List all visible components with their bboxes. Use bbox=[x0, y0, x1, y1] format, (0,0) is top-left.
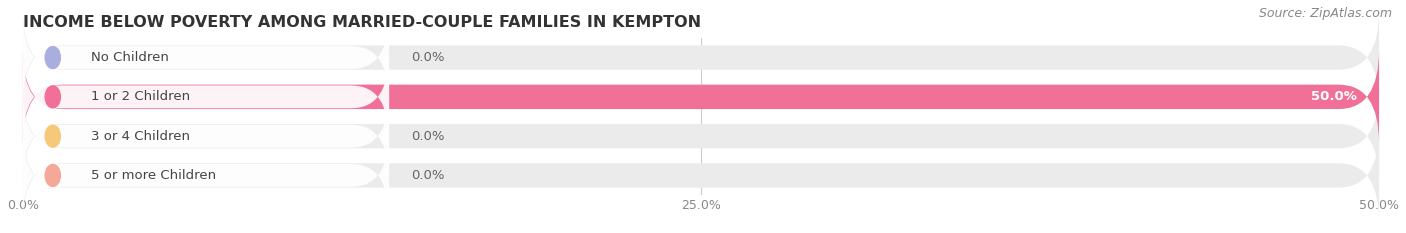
Circle shape bbox=[45, 125, 60, 147]
Circle shape bbox=[45, 47, 60, 69]
FancyBboxPatch shape bbox=[22, 11, 1379, 104]
Text: 0.0%: 0.0% bbox=[411, 51, 444, 64]
FancyBboxPatch shape bbox=[22, 50, 1379, 144]
FancyBboxPatch shape bbox=[22, 14, 389, 101]
FancyBboxPatch shape bbox=[22, 53, 389, 140]
Text: 0.0%: 0.0% bbox=[411, 169, 444, 182]
FancyBboxPatch shape bbox=[22, 89, 1379, 183]
FancyBboxPatch shape bbox=[22, 132, 389, 219]
Text: 1 or 2 Children: 1 or 2 Children bbox=[91, 90, 190, 103]
Text: 3 or 4 Children: 3 or 4 Children bbox=[91, 130, 190, 143]
Text: Source: ZipAtlas.com: Source: ZipAtlas.com bbox=[1258, 7, 1392, 20]
Text: No Children: No Children bbox=[91, 51, 169, 64]
Text: 5 or more Children: 5 or more Children bbox=[91, 169, 217, 182]
FancyBboxPatch shape bbox=[22, 93, 389, 180]
Text: 50.0%: 50.0% bbox=[1312, 90, 1357, 103]
Text: INCOME BELOW POVERTY AMONG MARRIED-COUPLE FAMILIES IN KEMPTON: INCOME BELOW POVERTY AMONG MARRIED-COUPL… bbox=[22, 15, 702, 30]
Circle shape bbox=[45, 164, 60, 186]
FancyBboxPatch shape bbox=[22, 129, 1379, 222]
Circle shape bbox=[45, 86, 60, 108]
Text: 0.0%: 0.0% bbox=[411, 130, 444, 143]
FancyBboxPatch shape bbox=[22, 50, 1379, 144]
